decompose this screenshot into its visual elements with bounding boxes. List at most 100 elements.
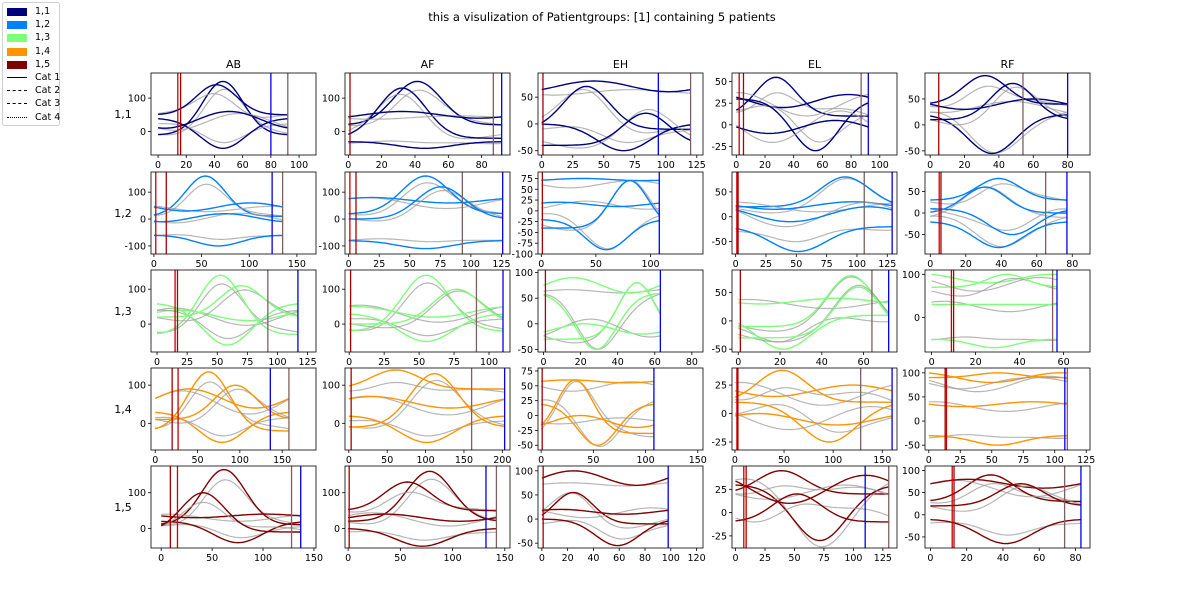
- panel-1-3-af-xtick-label: 50: [413, 357, 425, 368]
- panel-1-5-el-xtick-label: 25: [759, 553, 771, 564]
- panel-1-4-ab-ytick-label: 100: [128, 381, 146, 392]
- panel-1-4-ab-frame: [150, 367, 317, 451]
- panel-1-5-eh-series-main-1: [541, 470, 669, 486]
- panel-1-2-el-xtick-label: 25: [760, 259, 772, 270]
- panel-1-2-ab-ytick-label: -100: [124, 241, 146, 252]
- panel-1-5-ab-series-grey-4: [161, 501, 301, 531]
- panel-1-1-el: 0 20 40 60 80 100 -25 0 25 50: [711, 72, 898, 171]
- panel-1-2-rf-xtick-label: 80: [1066, 259, 1078, 270]
- panel-1-5-ab-xtick-label: 50: [206, 553, 218, 564]
- panel-1-3-rf-xtick-label: 60: [1058, 357, 1070, 368]
- panel-1-2-eh-series-grey-3: [541, 200, 660, 210]
- legend-swatch: [7, 21, 27, 30]
- panel-1-5-rf-series-main-4: [930, 482, 1081, 507]
- panel-1-1-af-series-main-1: [348, 80, 502, 126]
- panel-1-3-eh-xtick-label: 40: [612, 357, 624, 368]
- panel-1-4-el: 0 50 100 150 -25 0 25: [711, 367, 898, 466]
- panel-1-4-el-frame: [731, 367, 898, 451]
- panel-1-1-rf-xtick-label: 60: [1027, 160, 1039, 171]
- panel-1-1-ab-frame: [150, 72, 317, 156]
- panel-1-1-rf-plot-area: [930, 73, 1069, 155]
- panel-1-1-rf-ytick-label: 0: [914, 120, 920, 131]
- panel-1-3-el-plot-area: [737, 270, 890, 352]
- panel-1-5-ab-xtick-label: 150: [305, 553, 323, 564]
- panel-1-4-eh-ytick-label: -25: [517, 426, 533, 437]
- panel-1-3-eh-series-grey-2: [543, 293, 661, 350]
- panel-1-3-el-series-main-2: [738, 297, 889, 305]
- panel-1-4-el-xtick-label: 50: [778, 455, 790, 466]
- panel-1-1-rf: 0 20 40 60 80 -50 0 50: [904, 72, 1091, 171]
- panel-1-1-el-frame: [731, 72, 898, 156]
- legend-label: 1,4: [35, 45, 51, 57]
- panel-1-4-rf-xtick-label: 25: [954, 455, 966, 466]
- panel-1-1-af-series-grey-1: [348, 89, 502, 127]
- panel-1-4-eh-series-main-4: [540, 414, 655, 429]
- panel-1-2-rf-series-main-3: [930, 186, 1067, 214]
- column-label-el: EL: [808, 58, 822, 71]
- row-label-1-4: 1,4: [114, 403, 132, 416]
- column-label-af: AF: [421, 58, 435, 71]
- panel-1-2-el-ytick-label: 0: [721, 212, 727, 223]
- panel-1-5-eh-series-grey-4: [541, 507, 669, 519]
- panel-1-5-rf-ytick-label: 0: [914, 510, 920, 521]
- panel-1-4-af-series-main-4: [348, 369, 505, 390]
- panel-1-3-ab-series-main-3: [156, 303, 298, 346]
- panel-1-4-ab-series-main-1: [154, 371, 289, 432]
- panel-1-2-af-xtick-label: 50: [404, 259, 416, 270]
- panel-1-2-rf-series-main-4: [930, 208, 1068, 236]
- panel-1-3-el-xtick-label: 40: [816, 357, 828, 368]
- panel-1-5-eh-xtick-label: 100: [662, 553, 680, 564]
- panel-1-2-af-frame: [344, 171, 511, 255]
- panel-1-4-rf-series-grey-4: [928, 377, 1068, 390]
- panel-1-2-el: 0 25 50 75 100 125 -50 0 50: [711, 171, 898, 270]
- panel-1-4-eh-xtick-label: 50: [587, 455, 599, 466]
- panel-1-2-af-plot-area: [348, 172, 504, 254]
- panel-1-4-rf-series-main-2: [928, 401, 1068, 408]
- legend-label: 1,3: [35, 32, 51, 44]
- panel-1-5-ab-plot-area: [160, 466, 302, 548]
- panel-1-3-rf-ytick-label: 0: [914, 313, 920, 324]
- panel-1-5-rf-series-grey-4: [930, 485, 1082, 512]
- panel-1-1-af-frame: [344, 72, 511, 156]
- panel-1-1-af-xtick-label: 60: [442, 160, 454, 171]
- panel-1-4-rf-ytick-label: -50: [904, 441, 920, 452]
- panel-1-2-rf-series-grey-4: [930, 208, 1067, 231]
- panel-1-2-el-series-main-1: [735, 176, 893, 208]
- panel-1-2-ab: 0 50 100 150 -100 0 100: [124, 171, 317, 270]
- panel-1-5-el-ytick-label: 0: [721, 508, 727, 519]
- panel-1-4-af-series-main-1: [348, 372, 505, 428]
- panel-1-1-el-series-grey-4: [735, 110, 869, 143]
- panel-1-4-ab-series-grey-3: [155, 416, 289, 437]
- panel-1-4-eh-ytick-label: 25: [521, 396, 533, 407]
- panel-1-2-af-ytick-label: 100: [322, 188, 340, 199]
- panel-1-5-rf-series-main-1: [930, 474, 1081, 503]
- panel-1-3-af-ytick-label: 100: [322, 285, 340, 296]
- panel-1-2-eh-ytick-label: -25: [517, 217, 533, 228]
- panel-1-1-rf-series-grey-4: [930, 86, 1068, 126]
- panel-1-5-eh-xtick-label: 0: [539, 553, 545, 564]
- panel-1-3-af-xtick-label: 25: [378, 357, 390, 368]
- panel-1-5-eh-ytick-label: 100: [515, 466, 533, 477]
- panel-1-3-el-ytick-label: -50: [711, 345, 727, 356]
- panel-1-5-eh-xtick-label: 120: [687, 553, 705, 564]
- panel-1-1-el-ytick-label: -25: [711, 142, 727, 153]
- panel-1-3-ab-ytick-label: 100: [128, 285, 146, 296]
- panel-1-3-af-frame: [344, 269, 511, 353]
- panel-1-4-eh-series-grey-1: [540, 381, 655, 392]
- panel-1-5-af-series-main-1: [348, 470, 497, 522]
- panel-1-2-ab-xtick-label: 0: [151, 259, 157, 270]
- panel-1-2-eh-ytick-label: 25: [521, 196, 533, 207]
- panel-1-1-eh-xtick-label: 100: [657, 160, 675, 171]
- panel-1-5-eh-xtick-label: 40: [587, 553, 599, 564]
- panel-1-2-ab-frame: [150, 171, 317, 255]
- panel-1-1-af-xtick-label: 80: [476, 160, 488, 171]
- panel-1-3-rf-frame: [924, 269, 1091, 353]
- panel-1-3-rf-series-main-4: [931, 273, 1058, 288]
- panel-1-2-af-ytick-label: 0: [334, 215, 340, 226]
- panel-1-3-el-xtick-label: 20: [774, 357, 786, 368]
- panel-1-5-ab: 0 50 100 150 0 100: [128, 465, 323, 564]
- panel-1-1-rf-series-main-4: [930, 82, 1068, 121]
- panel-1-2-el-ytick-label: 50: [715, 187, 727, 198]
- panel-1-3-el-ytick-label: 50: [715, 288, 727, 299]
- panel-1-1-af-plot-area: [348, 73, 503, 155]
